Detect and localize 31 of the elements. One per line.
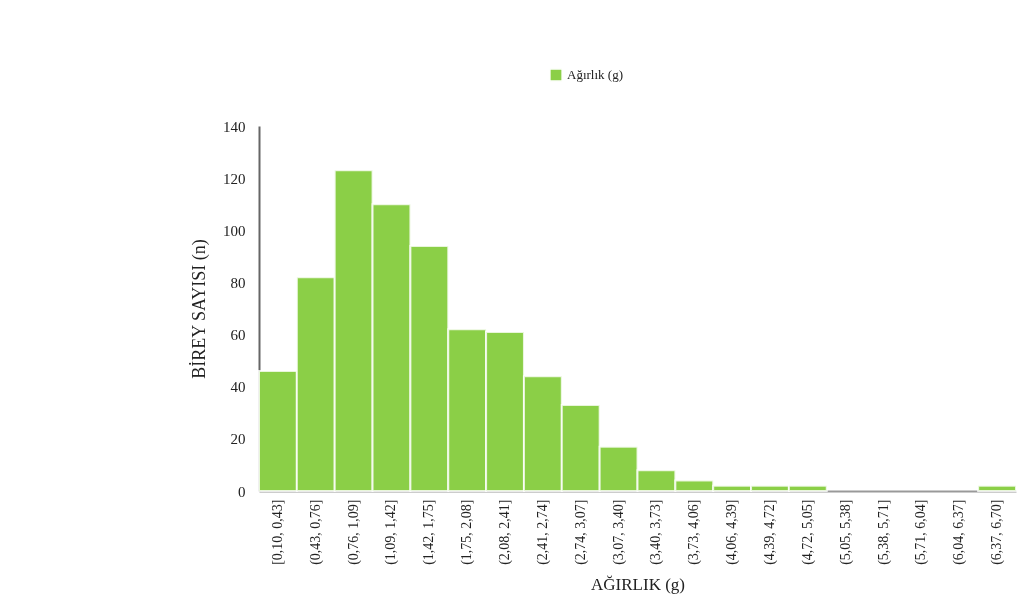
- y-tick-label: 140: [223, 118, 246, 135]
- y-tick-label: 60: [230, 327, 246, 344]
- x-tick-label: (3,73, 4,06]: [686, 499, 703, 565]
- x-tick-label: [0,10, 0,43]: [269, 499, 285, 565]
- x-tick-label: (6,37, 6,70]: [989, 499, 1006, 565]
- x-tick-label: (1,09, 1,42]: [383, 499, 400, 565]
- y-tick-label: 100: [223, 222, 246, 239]
- y-tick-label: 80: [230, 274, 246, 291]
- x-tick-label: (4,72, 5,05]: [799, 499, 816, 565]
- x-tick-label: (1,42, 1,75]: [421, 499, 438, 565]
- x-tick-label: (5,38, 5,71]: [875, 499, 892, 565]
- y-tick-label: 40: [230, 379, 246, 396]
- y-tick-label: 0: [238, 483, 246, 500]
- y-axis-title: BİREY SAYISI (n): [189, 239, 210, 379]
- x-tick-label: (2,41, 2,74]: [534, 499, 551, 565]
- x-tick-label: (1,75, 2,08]: [459, 499, 476, 565]
- x-tick-label: (4,39, 4,72]: [761, 499, 778, 565]
- legend-label: Ağırlık (g): [567, 67, 623, 82]
- x-tick-label: (5,05, 5,38]: [837, 499, 854, 565]
- x-tick-label: (4,06, 4,39]: [724, 499, 741, 565]
- x-tick-label: (3,07, 3,40]: [610, 499, 627, 565]
- x-tick-label: (0,43, 0,76]: [307, 499, 324, 565]
- x-tick-label: (6,04, 6,37]: [951, 499, 968, 565]
- y-tick-label: 120: [223, 170, 246, 187]
- x-tick-label: (2,08, 2,41]: [497, 499, 514, 565]
- x-tick-label: (3,40, 3,73]: [648, 499, 665, 565]
- x-tick-label: (5,71, 6,04]: [913, 499, 930, 565]
- y-tick-label: 20: [230, 431, 246, 448]
- x-axis-title: AĞIRLIK (g): [591, 574, 685, 594]
- x-tick-label: (0,76, 1,09]: [345, 499, 362, 565]
- x-tick-label: (2,74, 3,07]: [572, 499, 589, 565]
